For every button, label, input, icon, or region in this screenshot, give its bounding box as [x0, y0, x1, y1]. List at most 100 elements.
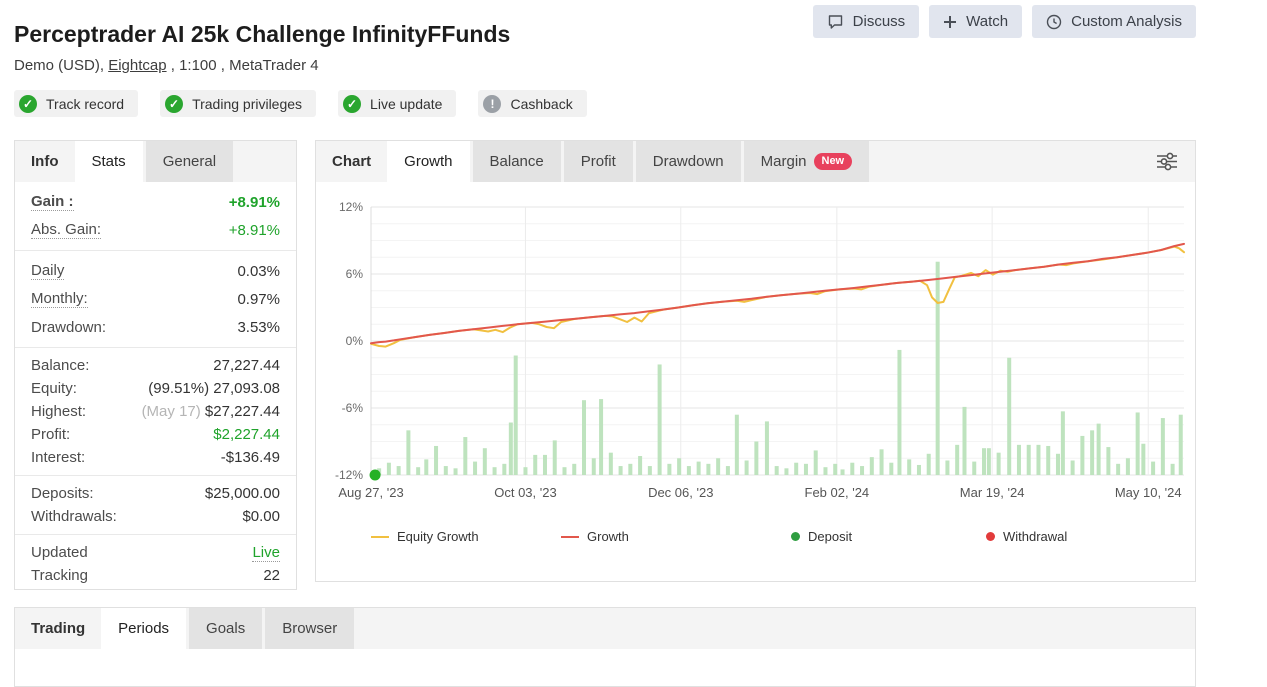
stat-row-deposits: Deposits: $25,000.00	[31, 482, 280, 505]
tab-label: Browser	[282, 620, 338, 637]
button-label: Watch	[966, 13, 1009, 30]
stat-row-balance: Balance: 27,227.44	[31, 354, 280, 377]
activity-bar	[860, 466, 865, 475]
activity-bar	[582, 400, 587, 475]
activity-bar	[434, 445, 439, 475]
stat-row-highest: Highest: (May 17) $27,227.44	[31, 400, 280, 423]
activity-bar	[492, 467, 497, 475]
tab-label: Drawdown	[652, 153, 724, 170]
chart-tab-growth[interactable]: Growth	[387, 141, 470, 182]
activity-bar	[638, 456, 643, 475]
stat-label: Monthly:	[31, 290, 88, 308]
alert-icon: !	[483, 94, 502, 113]
activity-bar	[996, 452, 1001, 475]
growth-chart[interactable]: 12% 6% 0% -6% -12% Aug 27, '23 Oct 03, '23 Dec …	[316, 182, 1195, 542]
stat-value: 0.97%	[237, 290, 280, 308]
activity-bar	[502, 463, 507, 475]
stats-group: Daily 0.03% Monthly: 0.97% Drawdown: 3.53%	[15, 251, 296, 348]
activity-bar	[725, 466, 730, 475]
info-tab-general[interactable]: General	[145, 141, 234, 182]
activity-bar	[1135, 412, 1140, 475]
chart-tab-profit[interactable]: Profit	[563, 141, 633, 182]
activity-bar	[1125, 458, 1130, 475]
stat-row-equity: Equity: (99.51%) 27,093.08	[31, 377, 280, 400]
chart-settings-icon[interactable]	[1139, 141, 1195, 182]
stats-group: Balance: 27,227.44 Equity: (99.51%) 27,093.…	[15, 348, 296, 476]
chart-tab-margin[interactable]: Margin New	[743, 141, 870, 182]
info-tab-stats[interactable]: Stats	[74, 141, 143, 182]
tab-label: Margin	[760, 153, 807, 170]
activity-bar	[424, 459, 429, 475]
activity-bar	[1060, 411, 1065, 475]
activity-bar	[677, 458, 682, 475]
activity-bar	[1070, 460, 1075, 475]
custom-analysis-button[interactable]: Custom Analysis	[1032, 5, 1196, 38]
activity-bar	[813, 450, 818, 475]
stat-value: $0.00	[242, 508, 280, 525]
plus-icon	[943, 15, 957, 29]
watch-button[interactable]: Watch	[929, 5, 1023, 38]
stats-group: Gain : +8.91% Abs. Gain: +8.91%	[15, 182, 296, 251]
stat-label: Abs. Gain:	[31, 221, 102, 239]
stat-label: Deposits:	[31, 485, 94, 502]
stat-label: Equity:	[31, 380, 77, 397]
activity-bar	[850, 462, 855, 475]
tab-label: Profit	[580, 153, 616, 170]
stat-label: Interest:	[31, 449, 86, 466]
stat-row-abs-gain: Abs. Gain: +8.91%	[31, 216, 280, 244]
legend-item-deposit: Deposit	[791, 529, 852, 544]
chart-tab-drawdown[interactable]: Drawdown	[635, 141, 741, 182]
activity-bar	[897, 349, 902, 475]
legend-label: Deposit	[808, 529, 853, 544]
activity-bar	[935, 261, 940, 475]
activity-bar	[1016, 444, 1021, 475]
activity-bar	[696, 461, 701, 475]
y-tick-label: 6%	[346, 267, 364, 281]
stats-list: Gain : +8.91% Abs. Gain: +8.91% Daily 0.03% Mo…	[15, 182, 296, 593]
activity-bar	[982, 448, 987, 475]
legend-dot-swatch	[986, 532, 995, 541]
chart-tabstrip: Chart Growth Balance Profit Drawdown Margin Ne…	[316, 141, 1195, 182]
activity-bar	[443, 466, 448, 475]
clock-icon	[1046, 14, 1062, 30]
stat-row-withdrawals: Withdrawals: $0.00	[31, 505, 280, 528]
stat-value: (May 17) $27,227.44	[141, 403, 280, 420]
badge-label: Track record	[46, 95, 125, 112]
equity-growth-line	[370, 245, 1185, 348]
stat-label: Withdrawals:	[31, 508, 117, 525]
bottom-tab-browser[interactable]: Browser	[265, 608, 355, 649]
chart-tab-balance[interactable]: Balance	[472, 141, 561, 182]
discuss-button[interactable]: Discuss	[812, 5, 920, 38]
subtitle-suffix: , 1:100 , MetaTrader 4	[166, 57, 319, 74]
y-tick-label: 12%	[339, 200, 363, 214]
activity-bar	[1046, 445, 1051, 475]
activity-bar	[562, 467, 567, 475]
activity-bar	[1170, 463, 1175, 475]
activity-bar	[955, 444, 960, 475]
check-icon: ✓	[19, 94, 37, 113]
bottom-tab-goals[interactable]: Goals	[189, 608, 263, 649]
bottom-tab-periods[interactable]: Periods	[101, 608, 187, 649]
stat-row-monthly: Monthly: 0.97%	[31, 285, 280, 313]
x-tick-label: Mar 19, '24	[960, 485, 1025, 500]
legend-item-equity-growth: Equity Growth	[371, 529, 479, 544]
chat-icon	[827, 14, 844, 30]
info-tab-info[interactable]: Info	[15, 141, 75, 182]
chart-tab-chart[interactable]: Chart	[316, 141, 387, 182]
activity-bar	[628, 463, 633, 475]
activity-bar	[945, 460, 950, 475]
activity-bar	[754, 441, 759, 475]
activity-bar	[473, 461, 478, 475]
badge-trading-privileges: ✓ Trading privileges	[160, 90, 317, 117]
bottom-tab-trading[interactable]: Trading	[15, 608, 101, 649]
stat-value: (99.51%) 27,093.08	[148, 380, 280, 397]
activity-bar	[572, 463, 577, 475]
stats-group: Updated Live Tracking 22	[15, 535, 296, 593]
tab-label: Info	[31, 153, 59, 170]
check-icon: ✓	[343, 94, 362, 113]
stat-label: Tracking	[31, 567, 88, 584]
broker-link[interactable]: Eightcap	[108, 57, 167, 74]
activity-bar	[833, 463, 838, 475]
activity-bar	[1080, 435, 1085, 475]
activity-bar	[513, 355, 518, 475]
